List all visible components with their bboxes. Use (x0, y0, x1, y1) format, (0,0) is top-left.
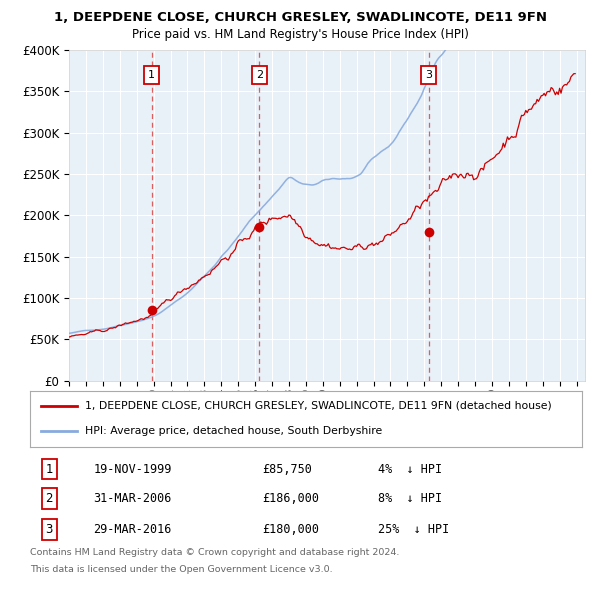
Text: £85,750: £85,750 (262, 463, 312, 476)
Text: 1, DEEPDENE CLOSE, CHURCH GRESLEY, SWADLINCOTE, DE11 9FN (detached house): 1, DEEPDENE CLOSE, CHURCH GRESLEY, SWADL… (85, 401, 552, 411)
Text: 1: 1 (148, 70, 155, 80)
Text: HPI: Average price, detached house, South Derbyshire: HPI: Average price, detached house, Sout… (85, 427, 382, 437)
Text: 19-NOV-1999: 19-NOV-1999 (94, 463, 172, 476)
Text: 3: 3 (46, 523, 53, 536)
Text: 29-MAR-2016: 29-MAR-2016 (94, 523, 172, 536)
Text: 1, DEEPDENE CLOSE, CHURCH GRESLEY, SWADLINCOTE, DE11 9FN: 1, DEEPDENE CLOSE, CHURCH GRESLEY, SWADL… (53, 11, 547, 24)
Text: £180,000: £180,000 (262, 523, 319, 536)
Text: 25%  ↓ HPI: 25% ↓ HPI (378, 523, 449, 536)
Text: Price paid vs. HM Land Registry's House Price Index (HPI): Price paid vs. HM Land Registry's House … (131, 28, 469, 41)
Text: 4%  ↓ HPI: 4% ↓ HPI (378, 463, 442, 476)
Text: 3: 3 (425, 70, 432, 80)
Text: Contains HM Land Registry data © Crown copyright and database right 2024.: Contains HM Land Registry data © Crown c… (30, 548, 400, 557)
Text: £186,000: £186,000 (262, 491, 319, 505)
Text: 2: 2 (256, 70, 263, 80)
Text: 1: 1 (46, 463, 53, 476)
Text: This data is licensed under the Open Government Licence v3.0.: This data is licensed under the Open Gov… (30, 565, 332, 573)
Text: 31-MAR-2006: 31-MAR-2006 (94, 491, 172, 505)
Text: 2: 2 (46, 491, 53, 505)
Text: 8%  ↓ HPI: 8% ↓ HPI (378, 491, 442, 505)
